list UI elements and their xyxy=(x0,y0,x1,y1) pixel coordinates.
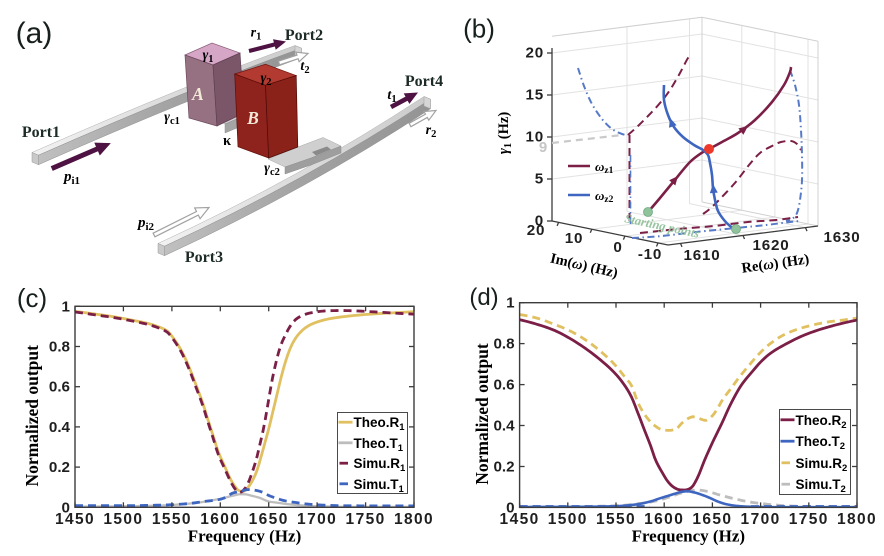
svg-text:1700: 1700 xyxy=(297,511,337,528)
svg-text:pi1: pi1 xyxy=(62,169,80,187)
svg-text:Theo.R1: Theo.R1 xyxy=(354,415,406,433)
svg-text:1: 1 xyxy=(506,295,515,312)
svg-text:0: 0 xyxy=(506,499,514,516)
svg-text:1650: 1650 xyxy=(249,511,289,528)
svg-text:1750: 1750 xyxy=(346,511,386,528)
svg-text:1620: 1620 xyxy=(753,237,790,254)
svg-text:Simu.T1: Simu.T1 xyxy=(354,477,405,495)
svg-text:γc2: γc2 xyxy=(264,161,280,178)
svg-text:1: 1 xyxy=(62,298,71,315)
svg-text:Port4: Port4 xyxy=(405,73,443,90)
svg-text:Simu.R1: Simu.R1 xyxy=(354,456,407,474)
svg-text:0.8: 0.8 xyxy=(49,339,70,356)
svg-text:-10: -10 xyxy=(638,246,662,263)
svg-text:0.8: 0.8 xyxy=(493,336,514,353)
svg-text:5: 5 xyxy=(535,171,544,188)
svg-text:1550: 1550 xyxy=(596,511,636,528)
svg-text:1450: 1450 xyxy=(55,511,95,528)
svg-text:1650: 1650 xyxy=(692,511,732,528)
svg-text:r2: r2 xyxy=(426,123,437,140)
svg-text:1500: 1500 xyxy=(548,511,588,528)
svg-text:1700: 1700 xyxy=(741,511,781,528)
svg-text:κ: κ xyxy=(223,133,231,149)
svg-text:Theo.T1: Theo.T1 xyxy=(354,436,404,454)
svg-text:0.4: 0.4 xyxy=(49,419,71,436)
svg-text:0.6: 0.6 xyxy=(49,379,70,396)
svg-text:(c): (c) xyxy=(17,283,47,313)
svg-text:0: 0 xyxy=(613,239,622,256)
svg-text:γ1 (Hz): γ1 (Hz) xyxy=(496,112,514,154)
svg-text:(d): (d) xyxy=(469,284,498,311)
svg-text:(b): (b) xyxy=(463,14,495,44)
svg-text:20: 20 xyxy=(526,45,545,62)
svg-text:(a): (a) xyxy=(16,17,53,50)
svg-text:Frequency (Hz): Frequency (Hz) xyxy=(632,526,745,545)
svg-text:0: 0 xyxy=(535,213,544,230)
svg-text:20: 20 xyxy=(527,222,546,239)
svg-text:Frequency (Hz): Frequency (Hz) xyxy=(188,526,301,545)
svg-text:1600: 1600 xyxy=(644,511,684,528)
svg-text:Normalized output: Normalized output xyxy=(472,343,492,485)
svg-text:ωz2: ωz2 xyxy=(595,188,614,205)
svg-text:Simu.R2: Simu.R2 xyxy=(796,456,848,474)
svg-text:ωz1: ωz1 xyxy=(595,159,614,176)
svg-text:9: 9 xyxy=(539,139,547,156)
svg-text:0.2: 0.2 xyxy=(49,459,70,476)
svg-text:10: 10 xyxy=(565,230,584,247)
svg-text:Port2: Port2 xyxy=(285,27,323,44)
svg-text:1600: 1600 xyxy=(200,511,240,528)
svg-text:1800: 1800 xyxy=(394,511,434,528)
svg-text:15: 15 xyxy=(526,87,545,104)
svg-text:t1: t1 xyxy=(387,88,396,105)
svg-text:1800: 1800 xyxy=(837,511,877,528)
svg-text:0: 0 xyxy=(62,499,70,516)
svg-text:10: 10 xyxy=(526,129,545,146)
svg-text:Theo.R2: Theo.R2 xyxy=(796,413,847,431)
svg-text:Port3: Port3 xyxy=(185,249,223,266)
svg-text:0.6: 0.6 xyxy=(493,377,514,394)
svg-text:1610: 1610 xyxy=(684,247,721,264)
svg-text:t2: t2 xyxy=(300,59,309,76)
svg-text:B: B xyxy=(246,108,259,128)
svg-text:1630: 1630 xyxy=(824,229,861,246)
svg-text:1500: 1500 xyxy=(103,511,143,528)
svg-text:r1: r1 xyxy=(251,26,262,43)
svg-text:γ2: γ2 xyxy=(260,71,271,88)
svg-text:Simu.T2: Simu.T2 xyxy=(796,477,846,495)
svg-text:0.4: 0.4 xyxy=(493,418,515,435)
svg-text:1550: 1550 xyxy=(152,511,192,528)
svg-text:Normalized output: Normalized output xyxy=(22,345,42,487)
svg-text:A: A xyxy=(191,84,204,104)
svg-text:1450: 1450 xyxy=(500,511,540,528)
svg-text:γc1: γc1 xyxy=(164,110,180,127)
svg-text:1750: 1750 xyxy=(789,511,829,528)
svg-text:Port1: Port1 xyxy=(22,124,60,141)
svg-text:0.2: 0.2 xyxy=(493,459,514,476)
svg-text:Theo.T2: Theo.T2 xyxy=(796,434,846,452)
svg-text:γ1: γ1 xyxy=(202,48,213,65)
svg-text:pi2: pi2 xyxy=(136,215,155,233)
